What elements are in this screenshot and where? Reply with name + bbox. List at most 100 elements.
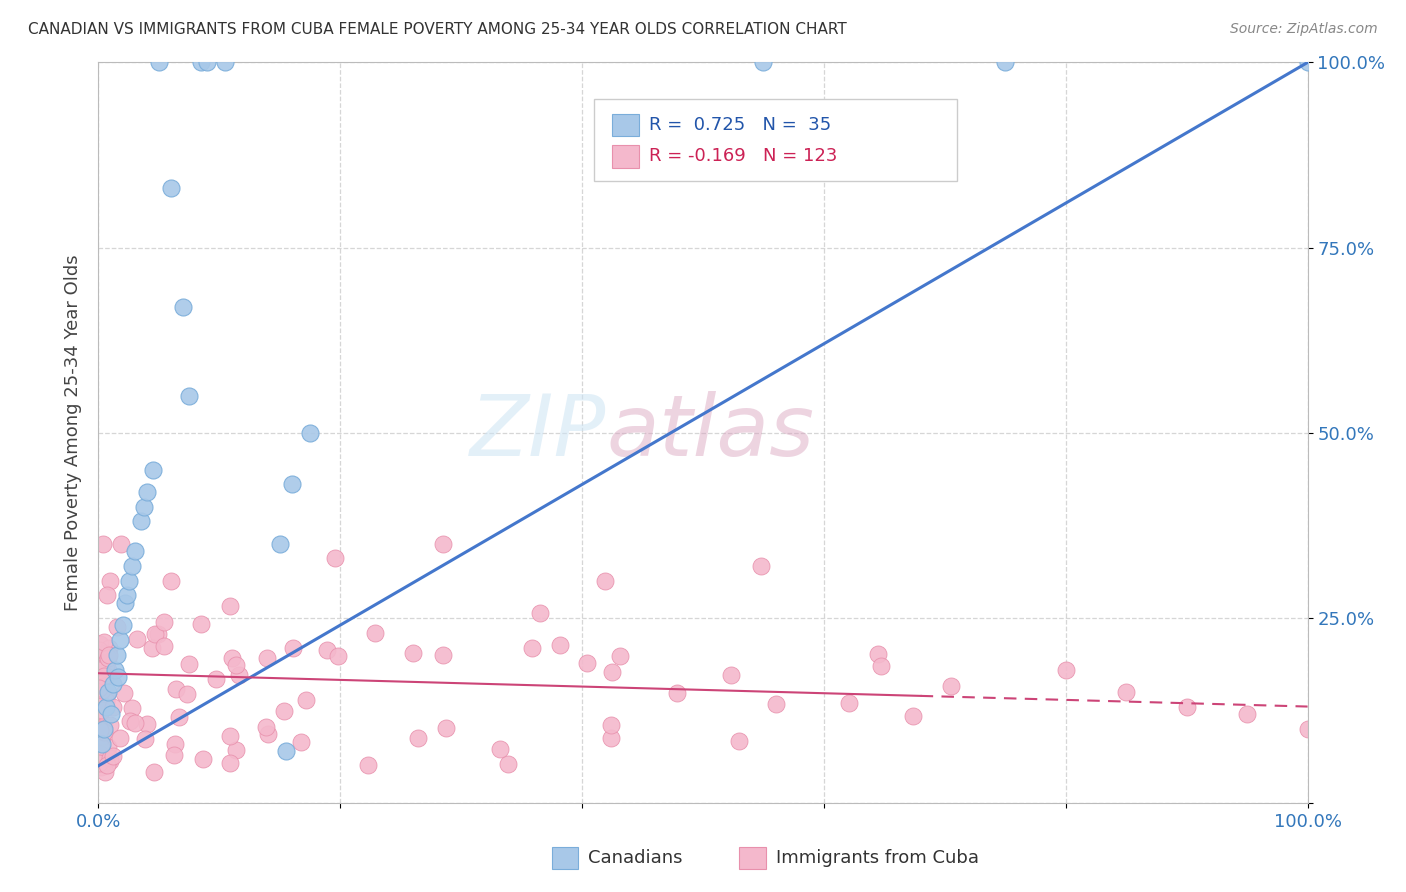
- Point: [93, 719, 115, 733]
- Point: [218, 599, 240, 614]
- Point: [98, 750, 121, 764]
- Point: [665, 686, 688, 700]
- Point: [87, 681, 110, 696]
- Point: [112, 685, 135, 699]
- Point: [94, 699, 117, 714]
- Point: [205, 672, 228, 686]
- Point: [107, 670, 129, 684]
- Point: [121, 558, 143, 573]
- Y-axis label: Female Poverty Among 25-34 Year Olds: Female Poverty Among 25-34 Year Olds: [63, 254, 82, 611]
- Point: [87, 672, 110, 686]
- Point: [146, 627, 169, 641]
- Point: [98, 648, 121, 662]
- Point: [148, 55, 170, 70]
- Point: [838, 696, 860, 710]
- Point: [1115, 685, 1137, 699]
- Point: [93, 724, 115, 739]
- Point: [868, 647, 890, 661]
- Point: [179, 388, 201, 402]
- Point: [153, 639, 176, 653]
- Point: [939, 679, 962, 693]
- Point: [94, 656, 117, 670]
- Point: [105, 648, 128, 662]
- Point: [91, 737, 114, 751]
- Point: [87, 663, 110, 677]
- Point: [357, 758, 380, 772]
- Point: [163, 737, 186, 751]
- Point: [141, 640, 163, 655]
- Text: Immigrants from Cuba: Immigrants from Cuba: [776, 849, 979, 867]
- Point: [94, 657, 117, 672]
- Point: [118, 574, 141, 588]
- Point: [903, 709, 925, 723]
- Point: [609, 649, 631, 664]
- Point: [143, 627, 166, 641]
- Point: [91, 756, 114, 771]
- Point: [89, 664, 111, 678]
- FancyBboxPatch shape: [613, 114, 638, 136]
- Point: [90, 703, 112, 717]
- Point: [127, 632, 149, 647]
- Point: [160, 181, 183, 195]
- Point: [93, 722, 115, 736]
- Point: [316, 643, 339, 657]
- FancyBboxPatch shape: [613, 145, 638, 168]
- Point: [602, 665, 624, 680]
- Point: [101, 749, 124, 764]
- Point: [101, 699, 124, 714]
- Point: [142, 765, 165, 780]
- Point: [105, 619, 128, 633]
- Point: [163, 747, 186, 762]
- Point: [89, 741, 111, 756]
- Text: CANADIAN VS IMMIGRANTS FROM CUBA FEMALE POVERTY AMONG 25-34 YEAR OLDS CORRELATIO: CANADIAN VS IMMIGRANTS FROM CUBA FEMALE …: [28, 22, 846, 37]
- Point: [117, 589, 139, 603]
- Point: [108, 632, 131, 647]
- Point: [89, 722, 111, 736]
- Point: [281, 641, 304, 656]
- Point: [1054, 663, 1077, 677]
- Point: [1296, 722, 1319, 736]
- Point: [720, 668, 742, 682]
- FancyBboxPatch shape: [595, 99, 957, 181]
- Point: [496, 757, 519, 772]
- Point: [90, 760, 112, 774]
- Point: [256, 651, 278, 665]
- Point: [290, 735, 312, 749]
- Point: [91, 659, 114, 673]
- Point: [108, 731, 131, 745]
- Point: [93, 669, 115, 683]
- Point: [529, 606, 551, 620]
- Point: [406, 731, 429, 746]
- Point: [98, 755, 121, 769]
- Point: [134, 731, 156, 746]
- Point: [225, 743, 247, 757]
- Point: [294, 693, 316, 707]
- Point: [97, 740, 120, 755]
- Point: [257, 727, 280, 741]
- Point: [595, 574, 617, 588]
- Point: [870, 658, 893, 673]
- Point: [254, 720, 277, 734]
- Text: atlas: atlas: [606, 391, 814, 475]
- Point: [328, 648, 350, 663]
- Point: [434, 721, 457, 735]
- Point: [548, 638, 571, 652]
- Point: [93, 634, 115, 648]
- Point: [96, 589, 118, 603]
- Point: [89, 723, 111, 737]
- Point: [219, 756, 242, 770]
- Point: [90, 723, 112, 737]
- Point: [121, 701, 143, 715]
- Point: [89, 747, 111, 762]
- Point: [228, 667, 250, 681]
- Point: [1175, 699, 1198, 714]
- Point: [91, 729, 114, 743]
- Point: [176, 687, 198, 701]
- Point: [299, 425, 322, 440]
- Point: [214, 55, 236, 70]
- Point: [281, 477, 304, 491]
- Point: [765, 697, 787, 711]
- Point: [600, 731, 623, 746]
- Point: [94, 693, 117, 707]
- Point: [91, 683, 114, 698]
